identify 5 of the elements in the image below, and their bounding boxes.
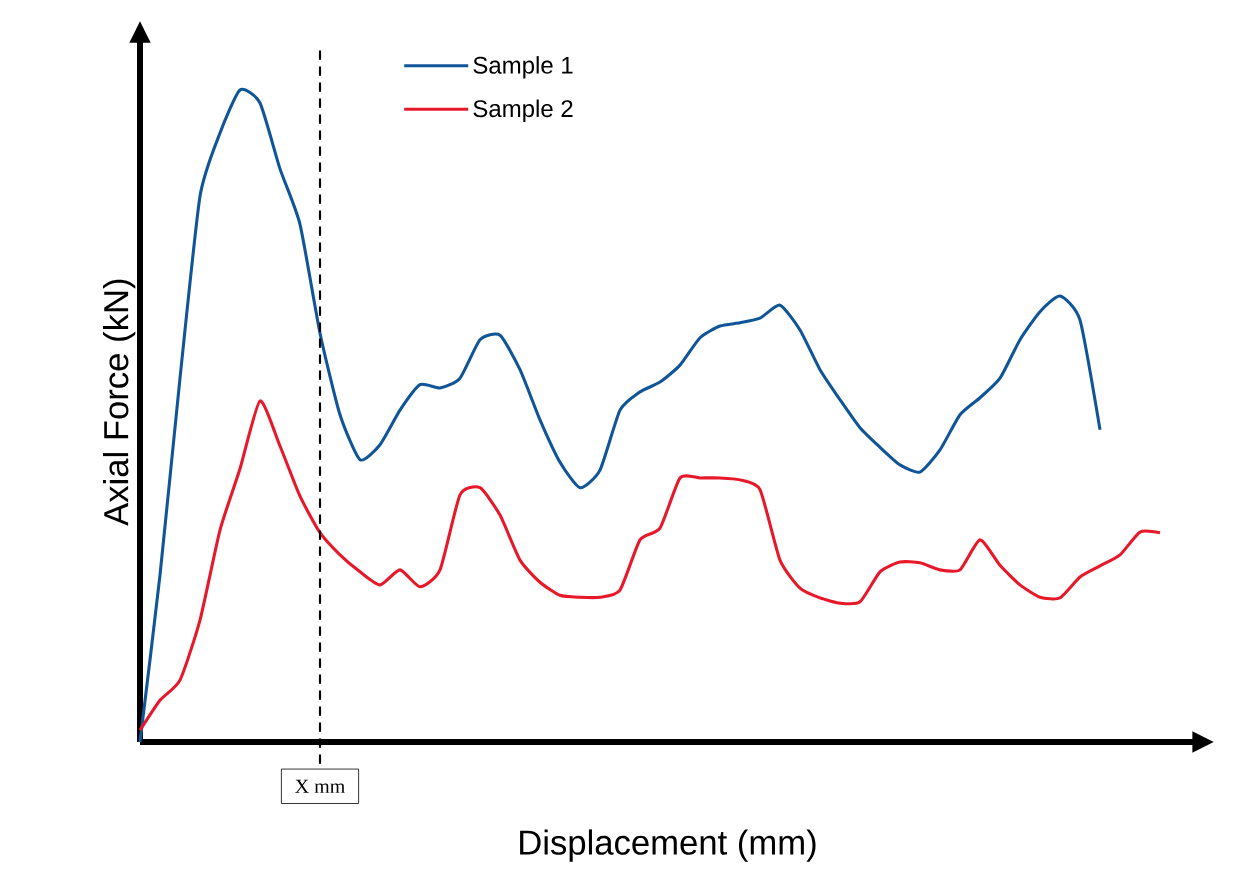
y-axis-title: Axial Force (kN) bbox=[103, 279, 136, 526]
text: X mm bbox=[295, 779, 345, 793]
x-axis-title: Displacement (mm) bbox=[520, 829, 816, 862]
legend-label: Sample 1 bbox=[473, 56, 573, 79]
legend-label: Sample 2 bbox=[473, 99, 573, 122]
